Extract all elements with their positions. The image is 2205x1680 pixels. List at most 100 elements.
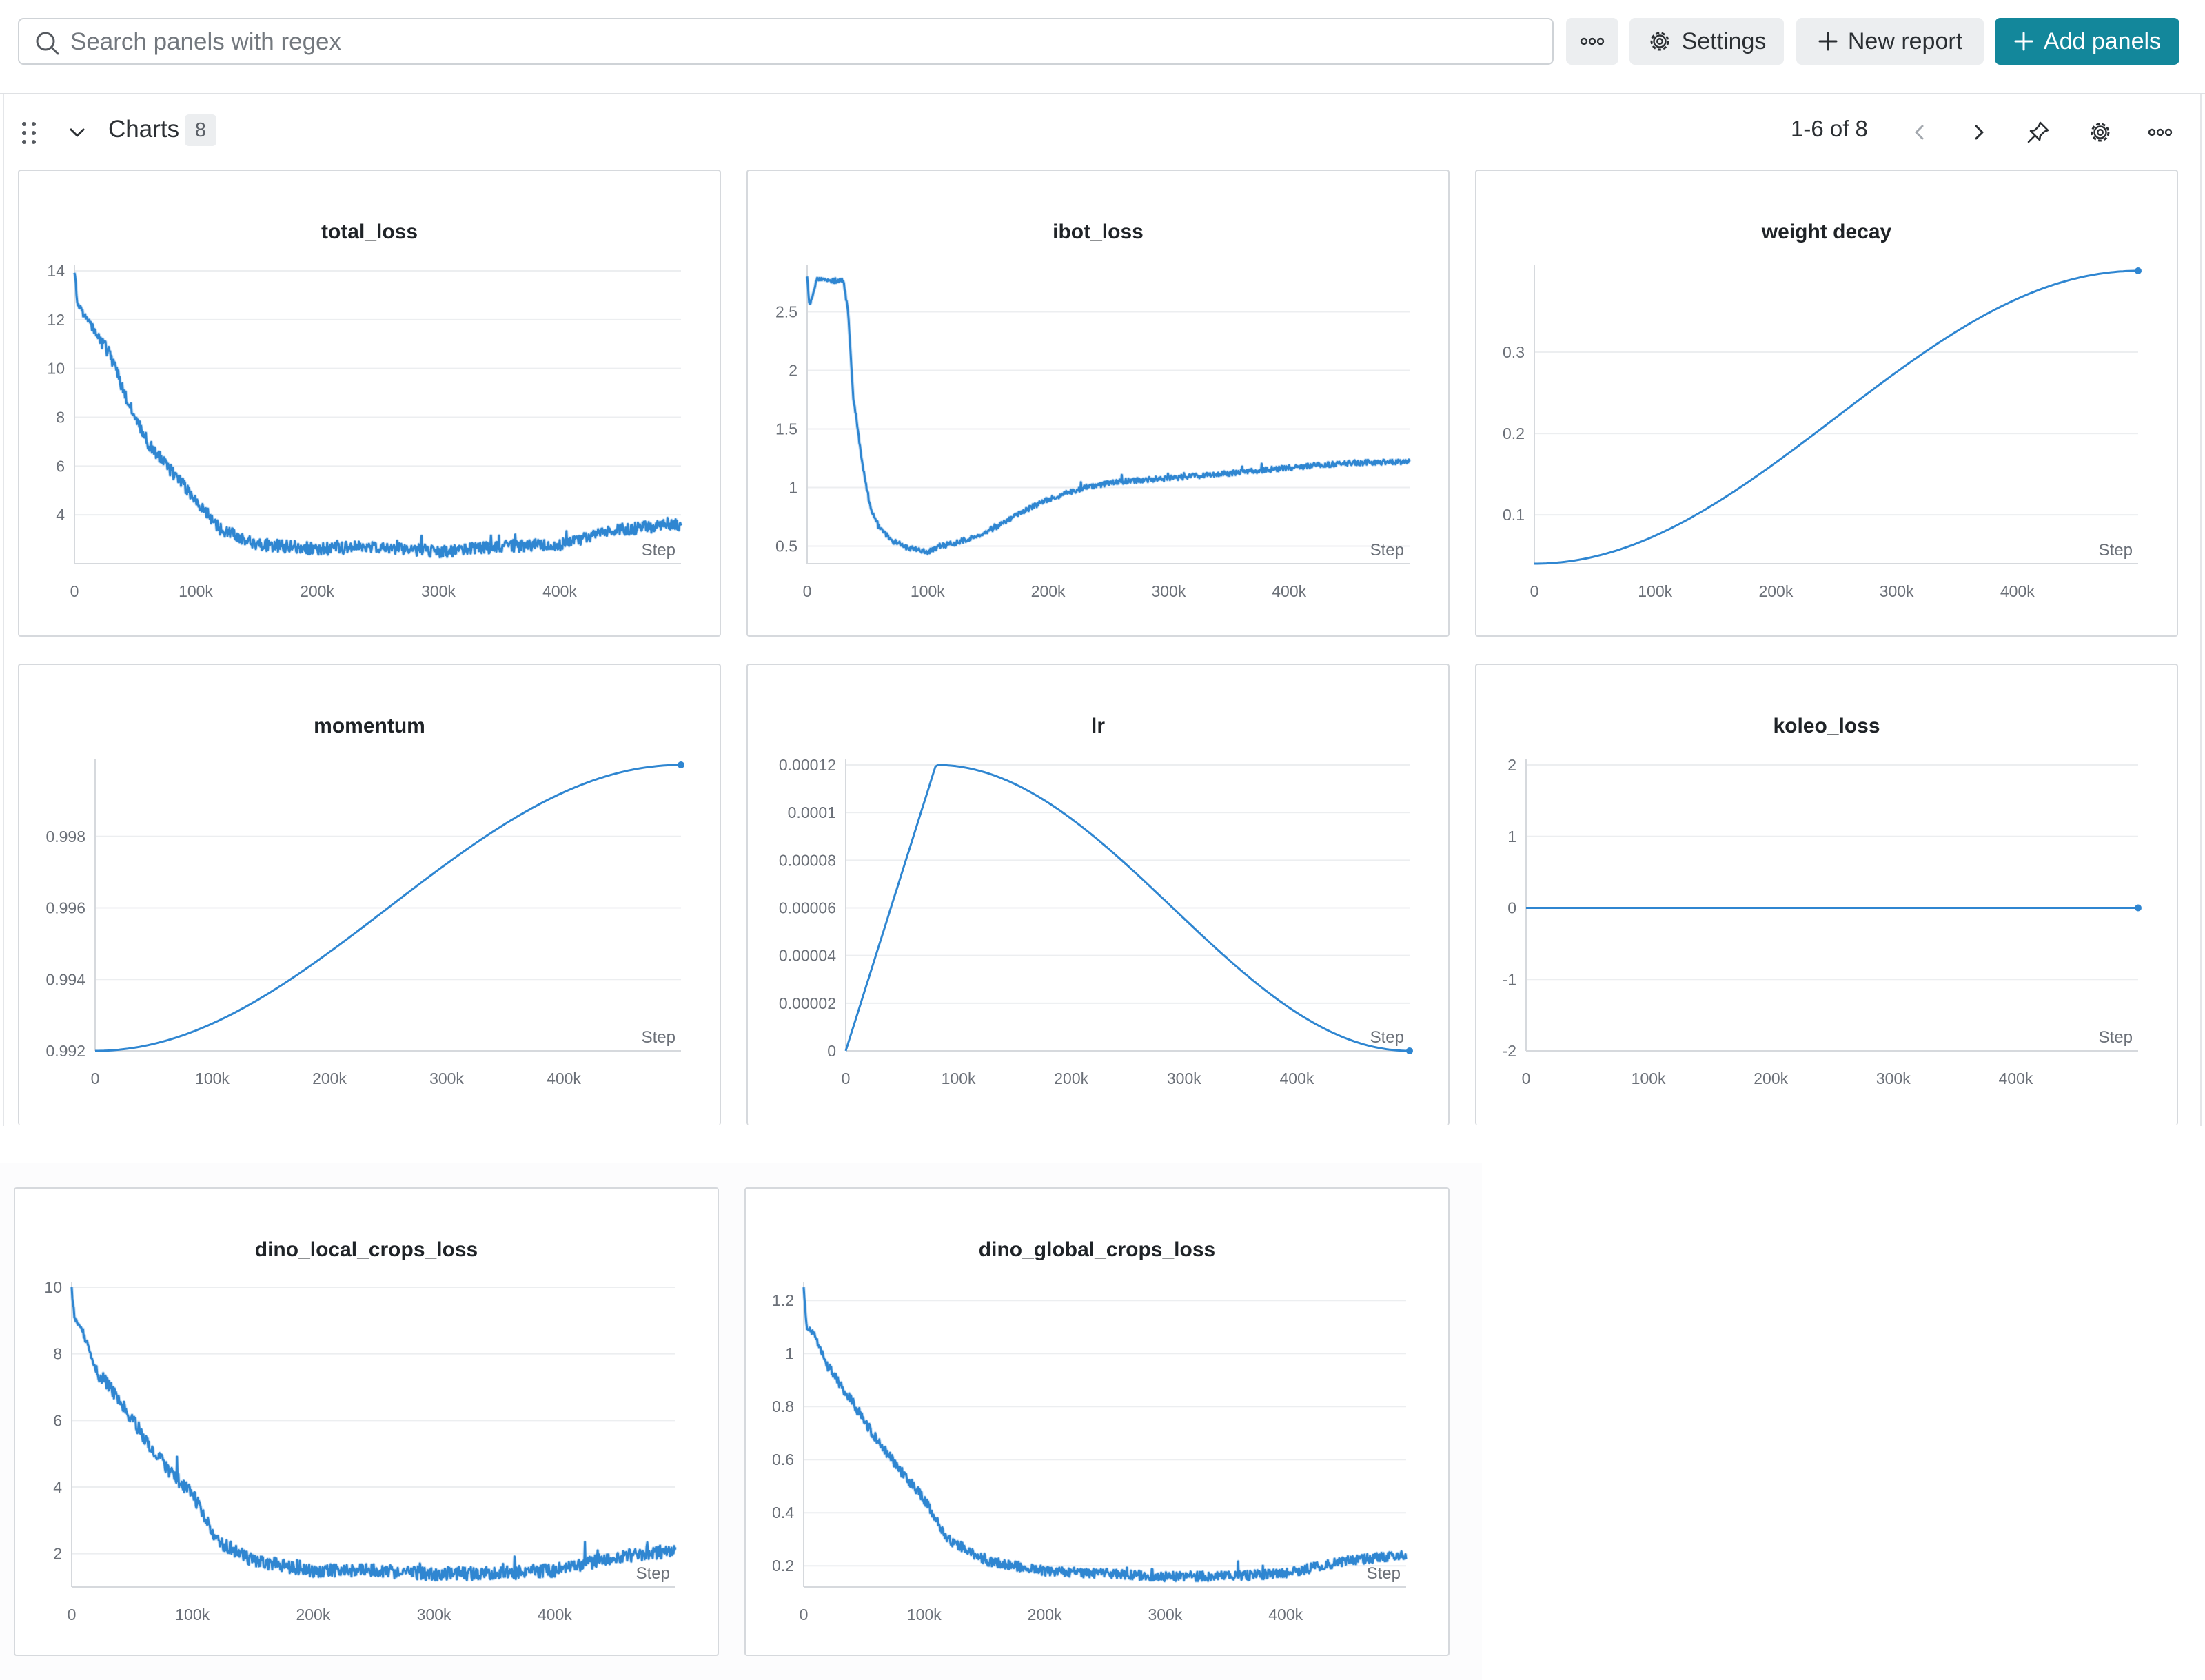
x-axis-label: Step: [636, 1564, 670, 1583]
x-axis-label: Step: [2099, 541, 2133, 560]
section-more-button[interactable]: [2146, 119, 2174, 146]
pin-icon: [2027, 121, 2049, 143]
x-tick-label: 300k: [429, 1069, 464, 1087]
x-tick-label: 0: [91, 1069, 100, 1087]
chevron-down-icon[interactable]: [66, 122, 88, 147]
y-tick-label: 1.2: [772, 1291, 794, 1309]
series-line[interactable]: [95, 764, 681, 1052]
plus-icon: [1818, 32, 1838, 51]
panel-toolbar: Settings New report Add panels: [0, 0, 2205, 94]
x-tick-label: 0: [68, 1606, 77, 1623]
x-tick-label: 0: [1530, 582, 1539, 600]
chart-panel-momentum[interactable]: momentum 0.992 0.994 0.996 0.998 0 100k 200k 300…: [18, 664, 721, 1125]
y-tick-label: 0.2: [1503, 424, 1525, 442]
chart-panel-ibot-loss[interactable]: ibot_loss 0.5 1 1.5 2 2.5 0 100k 200k 300k 400k Ste…: [746, 170, 1450, 637]
series-line[interactable]: [1534, 269, 2138, 565]
x-tick-label: 100k: [1632, 1069, 1666, 1087]
series-band: [802, 1287, 1408, 1583]
x-axis-label: Step: [1370, 1028, 1404, 1047]
chart: dino_global_crops_loss 0.2 0.4 0.6 0.8 1 1.2 0 1…: [772, 1238, 1408, 1623]
chart-panel-lr[interactable]: lr 0 0.00002 0.00004 0.00006 0.00008 0.0001 0.0…: [746, 664, 1450, 1125]
x-tick-label: 300k: [1876, 1069, 1911, 1087]
y-tick-label: 0.3: [1503, 343, 1525, 361]
x-tick-label: 400k: [1279, 1069, 1314, 1087]
y-tick-label: 0.5: [775, 537, 797, 555]
x-axis-label: Step: [642, 1028, 675, 1047]
y-tick-label: 0.00006: [779, 899, 836, 917]
chart-title: dino_global_crops_loss: [979, 1238, 1215, 1261]
more-horizontal-icon: [1580, 37, 1605, 45]
chart: koleo_loss -2 -1 0 1 2 0 100k 200k 300k 400k Step: [1503, 715, 2142, 1087]
previous-page-button[interactable]: [1906, 119, 1933, 146]
x-axis-label: Step: [1367, 1564, 1401, 1583]
x-tick-label: 100k: [175, 1606, 210, 1623]
x-tick-label: 400k: [1268, 1606, 1303, 1623]
y-tick-label: 0.992: [45, 1042, 85, 1060]
x-tick-label: 300k: [1880, 582, 1914, 600]
plus-icon: [2014, 32, 2033, 51]
chart-panel-weight-decay[interactable]: weight decay 0.1 0.2 0.3 0 100k 200k 300k 400k St…: [1475, 170, 2178, 637]
gear-icon: [2091, 123, 2110, 142]
more-options-button[interactable]: [1566, 18, 1618, 65]
panel-count-badge: 8: [185, 114, 216, 146]
x-tick-label: 300k: [1151, 582, 1186, 600]
x-tick-label: 300k: [1167, 1069, 1201, 1087]
series-line[interactable]: [802, 1287, 1408, 1582]
x-tick-label: 300k: [417, 1606, 451, 1623]
chart-panel-koleo-loss[interactable]: koleo_loss -2 -1 0 1 2 0 100k 200k 300k 400k Step: [1475, 664, 2178, 1125]
settings-button[interactable]: Settings: [1629, 18, 1784, 65]
section-title[interactable]: Charts: [108, 116, 180, 143]
chart-panel-total-loss[interactable]: total_loss 4 6 8 10 12 14 0 100k 200k 300k 400k Step: [18, 170, 721, 637]
chart-title: lr: [1091, 715, 1105, 737]
chart-title: koleo_loss: [1773, 715, 1880, 737]
y-tick-label: 12: [47, 311, 65, 329]
y-tick-label: 8: [56, 409, 65, 427]
x-tick-label: 100k: [195, 1069, 230, 1087]
settings-label: Settings: [1681, 28, 1767, 54]
search-input[interactable]: [69, 25, 1519, 59]
series-line[interactable]: [806, 276, 1411, 555]
x-tick-label: 100k: [179, 582, 213, 600]
search-panels-field[interactable]: [18, 18, 1554, 65]
pin-section-button[interactable]: [2024, 119, 2052, 146]
y-tick-label: 1.5: [775, 420, 797, 438]
chart: momentum 0.992 0.994 0.996 0.998 0 100k 200k 300…: [45, 715, 684, 1087]
search-icon: [36, 32, 59, 55]
x-tick-label: 200k: [300, 582, 334, 600]
x-tick-label: 300k: [421, 582, 456, 600]
series-end-marker: [1406, 1047, 1413, 1054]
series-line[interactable]: [844, 764, 1410, 1052]
y-tick-label: 4: [53, 1478, 62, 1496]
x-tick-label: 300k: [1148, 1606, 1182, 1623]
y-tick-label: 0: [1507, 899, 1516, 917]
more-horizontal-icon: [2148, 128, 2173, 136]
y-tick-label: 6: [53, 1411, 62, 1429]
x-tick-label: 0: [803, 582, 812, 600]
series-end-marker: [2135, 904, 2142, 912]
chart: dino_local_crops_loss 2 4 6 8 10 0 100k 200k 300k…: [44, 1238, 678, 1623]
y-tick-label: 10: [47, 360, 65, 378]
section-settings-button[interactable]: [2086, 119, 2114, 146]
series-line[interactable]: [73, 272, 682, 558]
y-tick-label: 1: [785, 1344, 794, 1362]
y-tick-label: 0.00012: [779, 756, 836, 774]
next-page-button[interactable]: [1965, 119, 1993, 146]
chart-panel-dino-local-crops-loss[interactable]: dino_local_crops_loss 2 4 6 8 10 0 100k 200k 300k…: [14, 1187, 719, 1656]
chart-panel-dino-global-crops-loss[interactable]: dino_global_crops_loss 0.2 0.4 0.6 0.8 1 1.2 0 1…: [744, 1187, 1450, 1656]
x-tick-label: 100k: [907, 1606, 942, 1623]
series-line[interactable]: [70, 1287, 677, 1581]
pagination-label: 1-6 of 8: [1791, 116, 1868, 141]
new-report-button[interactable]: New report: [1796, 18, 1984, 65]
new-report-label: New report: [1847, 28, 1963, 54]
x-tick-label: 200k: [296, 1606, 330, 1623]
x-tick-label: 400k: [542, 582, 577, 600]
x-axis-label: Step: [642, 541, 675, 560]
chart-title: weight decay: [1761, 221, 1892, 243]
y-tick-label: 10: [44, 1278, 62, 1296]
x-tick-label: 100k: [1638, 582, 1672, 600]
y-tick-label: -1: [1503, 970, 1516, 988]
x-tick-label: 200k: [1054, 1069, 1088, 1087]
add-panels-button[interactable]: Add panels: [1995, 18, 2179, 65]
y-tick-label: 0.8: [772, 1397, 794, 1415]
drag-handle-icon[interactable]: [21, 121, 37, 149]
